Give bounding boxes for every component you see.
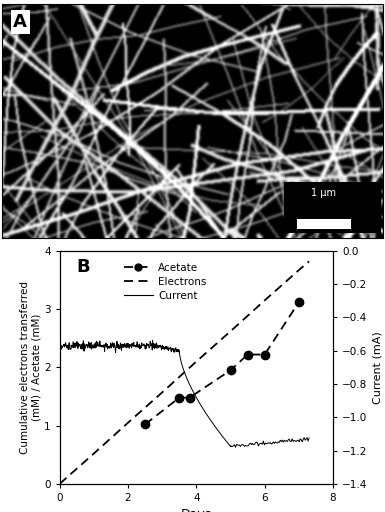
X-axis label: Days: Days bbox=[181, 508, 212, 512]
Bar bbox=[297, 219, 351, 229]
Y-axis label: Cumulative electrons transferred
(mM) / Acetate (mM): Cumulative electrons transferred (mM) / … bbox=[20, 281, 41, 454]
Text: 1 μm: 1 μm bbox=[311, 188, 336, 198]
Text: B: B bbox=[76, 258, 90, 276]
Bar bbox=[284, 182, 381, 233]
Text: A: A bbox=[13, 13, 27, 31]
Legend: Acetate, Electrons, Current: Acetate, Electrons, Current bbox=[120, 259, 211, 305]
Y-axis label: Current (mA): Current (mA) bbox=[373, 331, 383, 404]
